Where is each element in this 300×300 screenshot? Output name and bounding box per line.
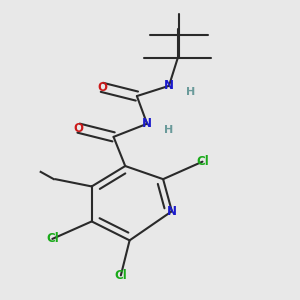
Text: H: H — [186, 87, 195, 97]
Text: N: N — [167, 205, 177, 218]
Text: N: N — [164, 80, 174, 92]
Text: H: H — [164, 124, 174, 135]
Text: Cl: Cl — [46, 232, 59, 245]
Text: N: N — [142, 117, 152, 130]
Text: O: O — [97, 81, 107, 94]
Text: Cl: Cl — [115, 269, 127, 282]
Text: O: O — [74, 122, 84, 135]
Text: Cl: Cl — [196, 155, 209, 168]
